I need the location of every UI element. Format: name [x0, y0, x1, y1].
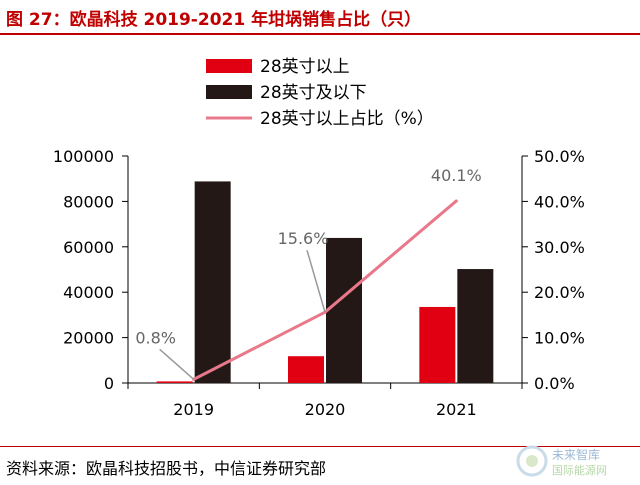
bar-0-2020 [288, 356, 324, 383]
watermark-logo-icon [516, 445, 548, 477]
bar-1-2020 [326, 237, 362, 383]
figure-header: 图 27：欧晶科技 2019-2021 年坩埚销售占比（只） [0, 0, 640, 35]
y-right-tick-label-2: 20.0% [534, 283, 585, 302]
x-tick-label-2: 2021 [436, 400, 477, 419]
bar-0-2019 [156, 381, 193, 383]
x-tick-label-1: 2020 [305, 400, 346, 419]
y-right-tick-label-1: 10.0% [534, 329, 585, 348]
y-left-tick-label-0: 0 [104, 374, 114, 393]
bar-1-2021 [457, 269, 494, 383]
bar-1-2019 [194, 181, 231, 383]
y-right-tick-label-0: 0.0% [534, 374, 575, 393]
bars [156, 181, 494, 383]
y-right-tick-label-3: 30.0% [534, 238, 585, 257]
data-label-2021: 40.1% [431, 166, 482, 185]
line-series [192, 199, 458, 381]
callout-line-0 [159, 348, 195, 380]
y-right-tick-label-5: 50.0% [534, 147, 585, 166]
chart-canvas: 28英寸以上 28英寸及以下 28英寸以上占比（%） 0 20000 40000 6000… [53, 57, 585, 419]
legend-label-2: 28英寸以上占比（%） [260, 109, 434, 129]
y-left-tick-label-3: 60000 [63, 238, 114, 257]
header-divider [0, 33, 640, 35]
axes: 0 20000 40000 60000 80000 100000 0.0% 10.0% 20.0… [53, 147, 585, 419]
y-left-tick-label-1: 20000 [63, 329, 114, 348]
watermark-subtext: 国际能源网 [552, 464, 607, 477]
data-label-2020: 15.6% [278, 229, 329, 248]
data-label-2019: 0.8% [135, 328, 176, 347]
source-note: 资料来源：欧晶科技招股书，中信证券研究部 [6, 459, 327, 478]
callout-line-1 [306, 249, 326, 313]
data-labels: 0.8% 15.6% 40.1% [135, 166, 482, 380]
watermark-text: 未来智库 [552, 448, 601, 462]
legend: 28英寸以上 28英寸及以下 28英寸以上占比（%） [206, 57, 434, 129]
bar-0-2021 [419, 306, 456, 383]
share-point-2021 [454, 199, 458, 203]
legend-swatch-0 [206, 59, 252, 73]
legend-label-1: 28英寸及以下 [260, 83, 367, 103]
legend-swatch-1 [206, 85, 252, 99]
x-tick-label-0: 2019 [173, 400, 214, 419]
figure-title: 图 27：欧晶科技 2019-2021 年坩埚销售占比（只） [6, 10, 422, 30]
watermark: 未来智库 国际能源网 [512, 440, 636, 482]
y-left-tick-label-4: 80000 [63, 192, 114, 211]
footer-divider [0, 446, 640, 447]
y-right-tick-label-4: 40.0% [534, 192, 585, 211]
share-line [192, 199, 458, 381]
legend-label-0: 28英寸以上 [260, 57, 350, 77]
y-left-tick-label-2: 40000 [63, 283, 114, 302]
y-left-tick-label-5: 100000 [53, 147, 114, 166]
